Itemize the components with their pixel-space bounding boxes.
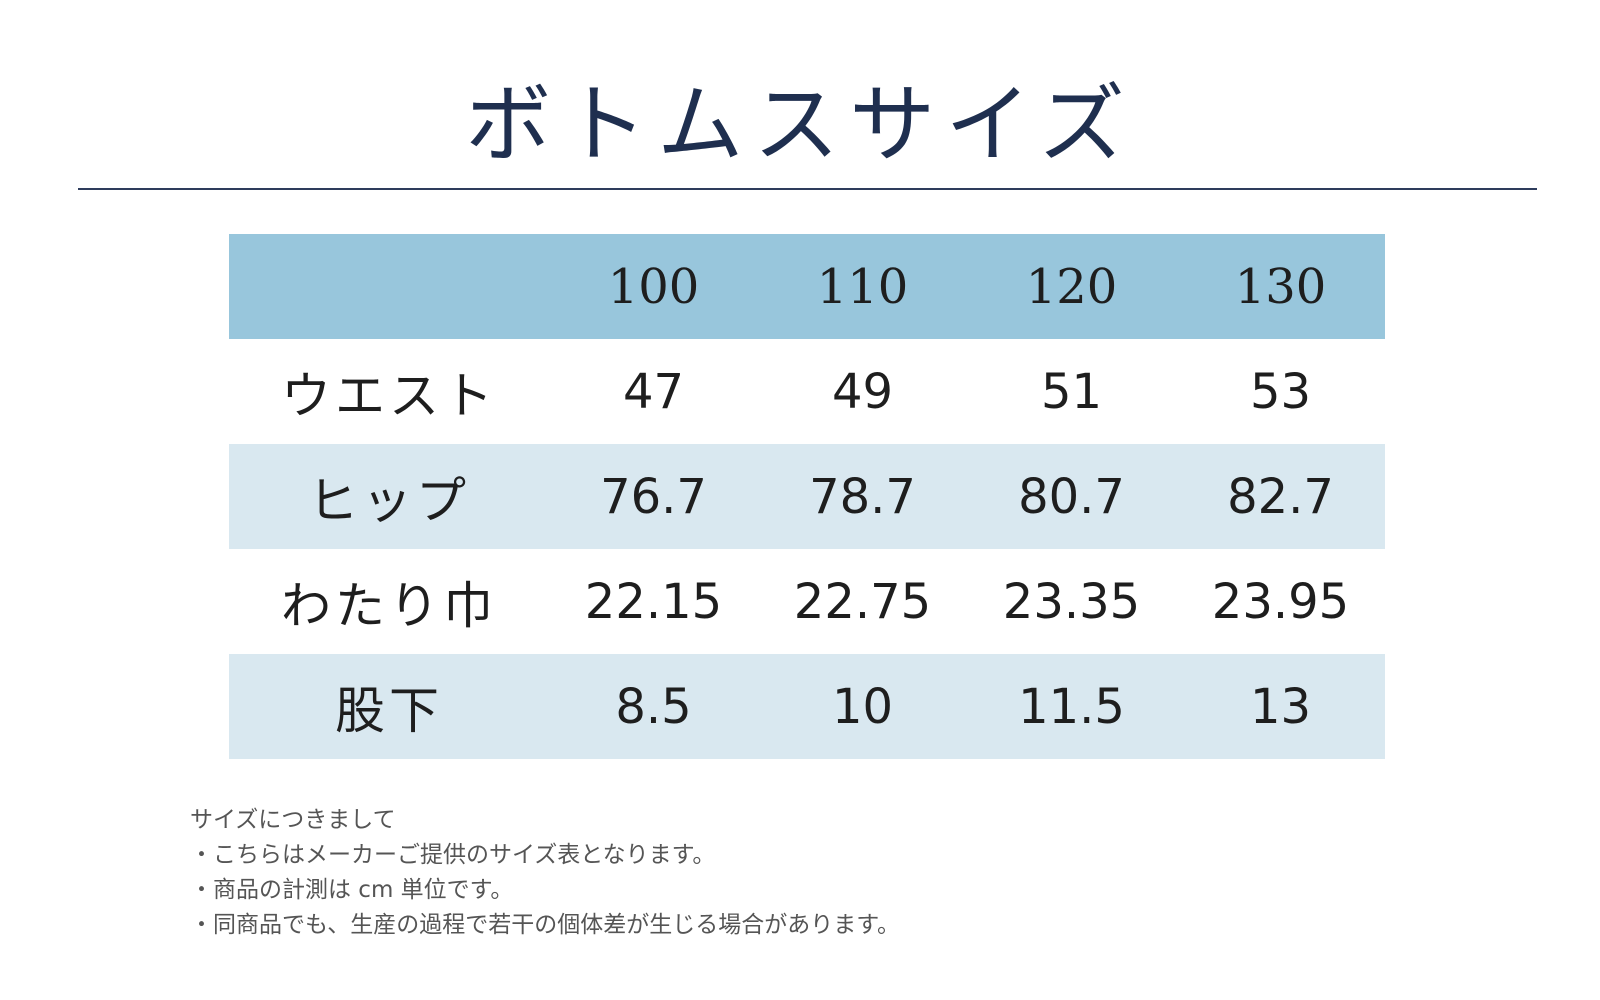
row-label: わたり巾 <box>229 549 549 654</box>
table-cell: 13 <box>1176 654 1385 759</box>
table-cell: 10 <box>758 654 967 759</box>
row-label: 股下 <box>229 654 549 759</box>
note-item: ・商品の計測は cm 単位です。 <box>190 877 514 903</box>
table-cell: 22.15 <box>549 549 758 654</box>
size-header: 120 <box>967 234 1176 339</box>
table-cell: 80.7 <box>967 444 1176 549</box>
size-header: 110 <box>758 234 967 339</box>
table-cell: 23.95 <box>1176 549 1385 654</box>
table-cell: 82.7 <box>1176 444 1385 549</box>
note-item: ・こちらはメーカーご提供のサイズ表となります。 <box>190 842 716 868</box>
table-cell: 53 <box>1176 339 1385 444</box>
note-item: ・同商品でも、生産の過程で若干の個体差が生じる場合があります。 <box>190 912 901 938</box>
row-label: ヒップ <box>229 444 549 549</box>
table-cell: 11.5 <box>967 654 1176 759</box>
table-cell: 78.7 <box>758 444 967 549</box>
size-header: 130 <box>1176 234 1385 339</box>
table-row-hip: ヒップ 76.7 78.7 80.7 82.7 <box>229 444 1385 549</box>
row-label: ウエスト <box>229 339 549 444</box>
table-cell: 23.35 <box>967 549 1176 654</box>
table-cell: 76.7 <box>549 444 758 549</box>
table-header-row: 100 110 120 130 <box>229 234 1385 339</box>
size-table: 100 110 120 130 ウエスト 47 49 51 53 ヒップ 76.… <box>229 234 1385 759</box>
table-cell: 51 <box>967 339 1176 444</box>
size-header: 100 <box>549 234 758 339</box>
corner-cell <box>229 234 549 339</box>
page-title: ボトムスサイズ <box>465 75 1135 175</box>
table-row-thigh-width: わたり巾 22.15 22.75 23.35 23.95 <box>229 549 1385 654</box>
table-cell: 22.75 <box>758 549 967 654</box>
table-row-waist: ウエスト 47 49 51 53 <box>229 339 1385 444</box>
table-row-inseam: 股下 8.5 10 11.5 13 <box>229 654 1385 759</box>
table-cell: 47 <box>549 339 758 444</box>
title-divider <box>78 188 1537 190</box>
notes-heading: サイズにつきまして <box>190 807 396 833</box>
size-notes: サイズにつきまして ・こちらはメーカーご提供のサイズ表となります。 ・商品の計測… <box>190 803 900 943</box>
table-cell: 49 <box>758 339 967 444</box>
table-cell: 8.5 <box>549 654 758 759</box>
